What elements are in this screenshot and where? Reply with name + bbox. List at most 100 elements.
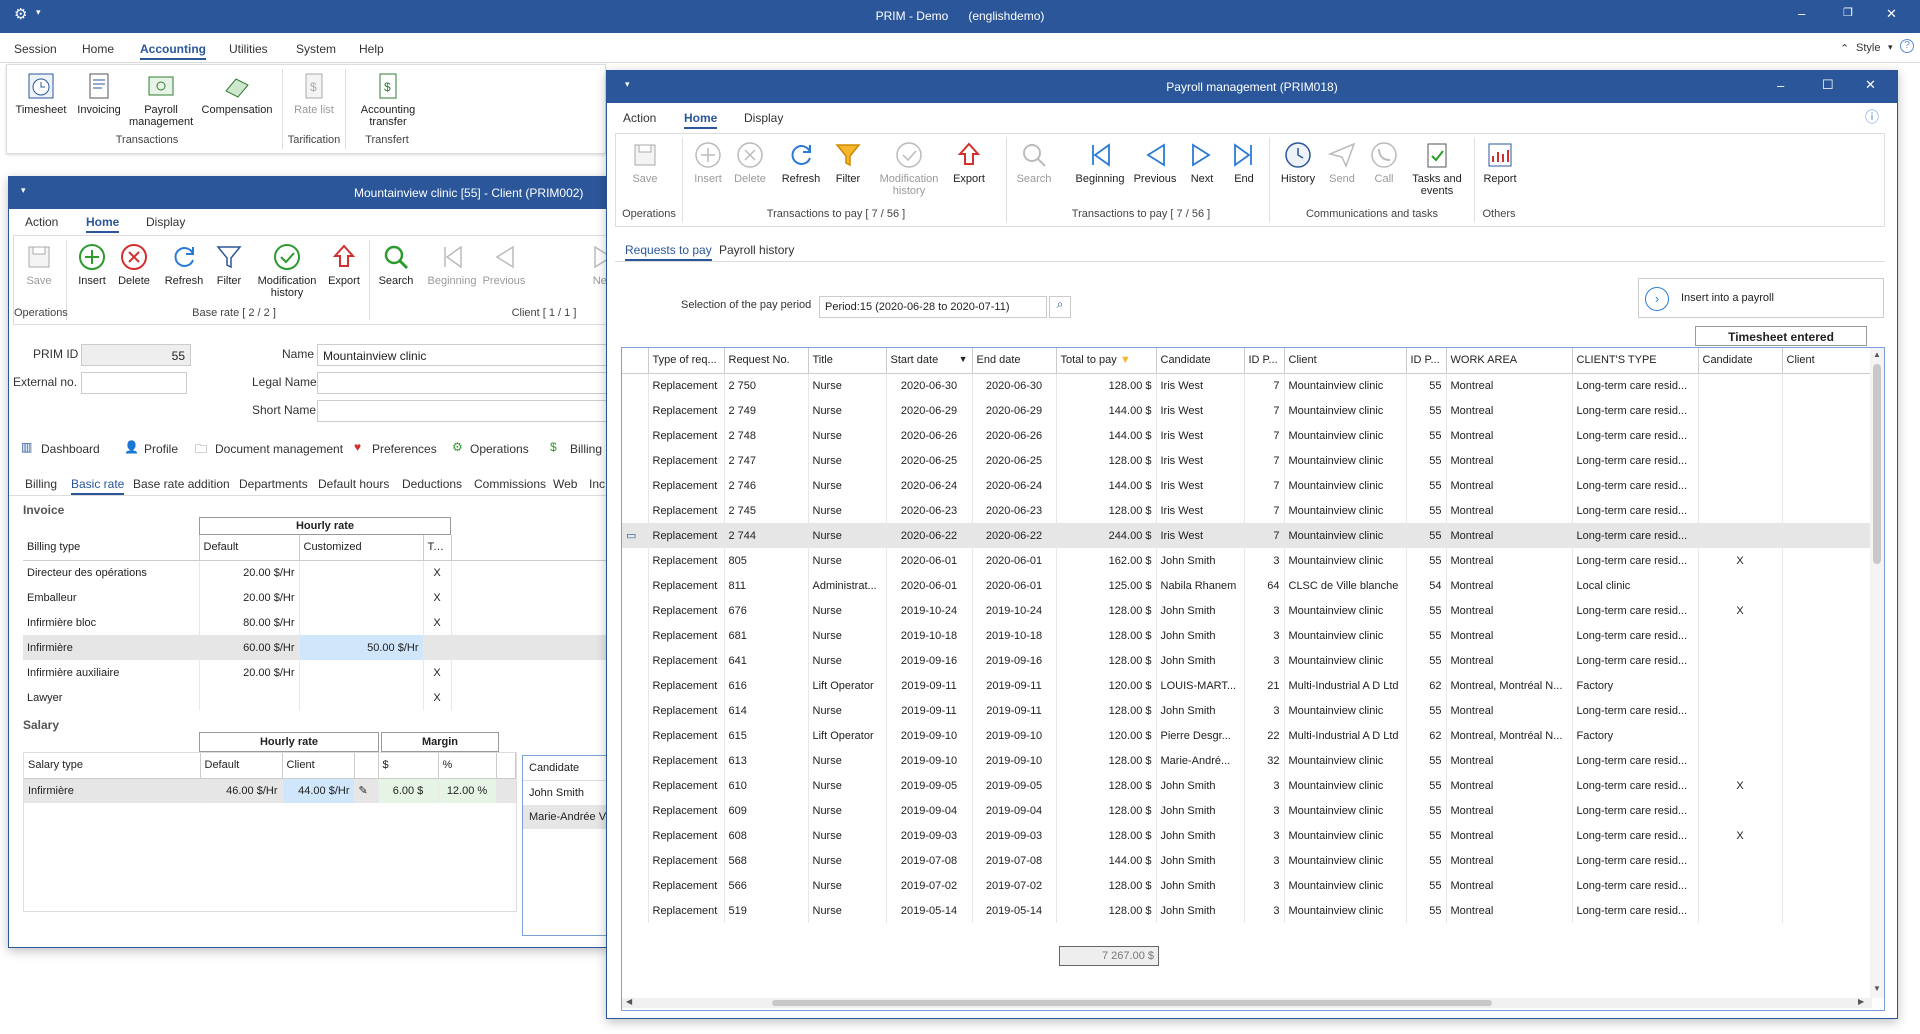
pencil-icon[interactable]: ✎ [354, 778, 379, 803]
menu-system[interactable]: System [296, 42, 337, 56]
table-row[interactable]: Replacement 608 Nurse 2019-09-03 2019-09-03 1… [622, 823, 1872, 848]
quick-access-icon[interactable]: ▾ [36, 7, 41, 17]
external-no-field[interactable] [81, 372, 187, 394]
legal-name-field[interactable] [317, 372, 607, 394]
scroll-thumb[interactable] [1873, 364, 1881, 564]
modification-history-button[interactable]: Modification history [874, 140, 944, 197]
table-row[interactable]: Replacement 615 Lift Operator 2019-09-10 201… [622, 723, 1872, 748]
col-id-client[interactable]: ID P... [1406, 348, 1447, 374]
table-row[interactable]: Replacement 519 Nurse 2019-05-14 2019-05-14 1… [622, 898, 1872, 923]
col-start-date[interactable]: Start date ▼ [886, 348, 973, 374]
col-client[interactable]: Client [1284, 348, 1407, 374]
menu-utilities[interactable]: Utilities [229, 42, 268, 56]
gear-icon[interactable]: ⚙ [14, 6, 28, 23]
subtab-web[interactable]: Web [553, 477, 578, 491]
table-row[interactable]: Replacement 566 Nurse 2019-07-02 2019-07-02 1… [622, 873, 1872, 898]
tasks-and-events-button[interactable]: Tasks and events [1406, 140, 1468, 197]
table-row[interactable]: Replacement 609 Nurse 2019-09-04 2019-09-04 1… [622, 798, 1872, 823]
candidate-item[interactable]: Marie-Andrée Ve [523, 805, 608, 829]
menu-help[interactable]: Help [359, 42, 384, 56]
table-row[interactable]: Replacement 616 Lift Operator 2019-09-11 201… [622, 673, 1872, 698]
modification-history-button[interactable]: Modification history [252, 242, 322, 299]
menu-home[interactable]: Home [82, 42, 115, 56]
insert-into-payroll-button[interactable]: › Insert into a payroll [1638, 278, 1884, 318]
filter-button[interactable]: Filter [209, 242, 249, 287]
tab-home[interactable]: Home [86, 215, 120, 233]
menu-session[interactable]: Session [14, 42, 57, 56]
subtab-deductions[interactable]: Deductions [402, 477, 463, 491]
col-clients-type[interactable]: CLIENT'S TYPE [1572, 348, 1699, 374]
subtab-commissions[interactable]: Commissions [474, 477, 547, 491]
nav-operations[interactable]: Operations [470, 442, 529, 456]
table-row[interactable]: Replacement 811 Administrat... 2020-06-01 20… [622, 573, 1872, 598]
nav-billing[interactable]: Billing [570, 442, 603, 456]
previous-button[interactable]: Previous [480, 242, 528, 287]
table-row[interactable]: Infirmière 60.00 $/Hr 50.00 $/Hr [23, 635, 609, 660]
help-icon[interactable]: ⓘ [1865, 109, 1879, 125]
table-row[interactable]: Replacement 614 Nurse 2019-09-11 2019-09-11 1… [622, 698, 1872, 723]
nav-document-management[interactable]: Document management [215, 442, 344, 456]
tab-display[interactable]: Display [146, 215, 186, 229]
table-row[interactable]: ▭ Replacement 2 744 Nurse 2020-06-22 2020-06-… [622, 523, 1872, 548]
style-chevron-icon[interactable]: ▾ [1888, 42, 1893, 52]
end-button[interactable]: End [1224, 140, 1264, 185]
table-row[interactable]: Replacement 805 Nurse 2020-06-01 2020-06-01 1… [622, 548, 1872, 573]
beginning-button[interactable]: Beginning [424, 242, 480, 287]
col-request-no[interactable]: Request No. [724, 348, 809, 374]
name-field[interactable]: Mountainview clinic [317, 344, 607, 366]
table-row[interactable]: Replacement 568 Nurse 2019-07-08 2019-07-08 1… [622, 848, 1872, 873]
subtab-basic-rate[interactable]: Basic rate [71, 477, 125, 495]
filter-button[interactable]: Filter [828, 140, 868, 185]
menu-accounting[interactable]: Accounting [140, 42, 206, 60]
col-end-date[interactable]: End date [972, 348, 1057, 374]
minimize-icon[interactable]: – [1798, 6, 1806, 21]
col-salary-type[interactable]: Salary type [24, 753, 201, 779]
subtab-default-hours[interactable]: Default hours [318, 477, 390, 491]
nav-preferences[interactable]: Preferences [372, 442, 437, 456]
insert-button[interactable]: Insert [688, 140, 728, 185]
refresh-button[interactable]: Refresh [776, 140, 826, 185]
col-margin-dollar[interactable]: $ [378, 753, 439, 779]
accounting-transfer-button[interactable]: $ Accounting transfer [353, 71, 423, 128]
send-button[interactable]: Send [1322, 140, 1362, 185]
beginning-button[interactable]: Beginning [1070, 140, 1130, 185]
close-icon[interactable]: ✕ [1865, 77, 1876, 92]
scroll-right-icon[interactable]: ▶ [1858, 997, 1865, 1006]
col-salary-default[interactable]: Default [200, 753, 283, 779]
search-button[interactable]: Search [374, 242, 418, 287]
insert-button[interactable]: Insert [72, 242, 112, 287]
table-row[interactable]: Replacement 610 Nurse 2019-09-05 2019-09-05 1… [622, 773, 1872, 798]
scroll-up-icon[interactable]: ▲ [1873, 350, 1881, 359]
help-icon[interactable]: ? [1900, 39, 1914, 53]
table-row[interactable]: Lawyer X [23, 685, 609, 710]
refresh-button[interactable]: Refresh [159, 242, 209, 287]
save-button[interactable]: Save [626, 140, 664, 185]
maximize-icon[interactable]: ☐ [1822, 77, 1834, 92]
history-button[interactable]: History [1276, 140, 1320, 185]
table-row[interactable]: Replacement 681 Nurse 2019-10-18 2019-10-18 1… [622, 623, 1872, 648]
col-title[interactable]: Title [808, 348, 887, 374]
delete-button[interactable]: Delete [730, 140, 770, 185]
minimize-icon[interactable]: – [1777, 78, 1785, 93]
rate-list-button[interactable]: $ Rate list [290, 71, 338, 116]
tab-display[interactable]: Display [744, 111, 784, 125]
table-row[interactable]: Replacement 2 750 Nurse 2020-06-30 2020-06-3… [622, 373, 1872, 398]
compensation-button[interactable]: Compensation [197, 71, 277, 116]
table-row[interactable]: Replacement 676 Nurse 2019-10-24 2019-10-24 1… [622, 598, 1872, 623]
scroll-left-icon[interactable]: ◀ [626, 997, 633, 1006]
nav-profile[interactable]: Profile [144, 442, 179, 456]
close-icon[interactable]: ✕ [1886, 6, 1897, 21]
subtab-base-rate-addition[interactable]: Base rate addition [133, 477, 230, 491]
style-menu[interactable]: Style [1856, 42, 1881, 54]
col-margin-percent[interactable]: % [438, 753, 497, 779]
export-button[interactable]: Export [949, 140, 989, 185]
restore-icon[interactable]: ❐ [1843, 7, 1853, 19]
export-button[interactable]: Export [324, 242, 364, 287]
col-total-to-pay[interactable]: Total to pay ▼ [1056, 348, 1157, 374]
next-button[interactable]: Next [1182, 140, 1222, 185]
payroll-management-button[interactable]: Payroll management [129, 71, 193, 128]
window-menu-icon[interactable]: ▾ [625, 79, 630, 89]
subtab-payroll-history[interactable]: Payroll history [719, 243, 795, 257]
table-row[interactable]: Infirmière 46.00 $/Hr 44.00 $/Hr ✎ 6.00 … [24, 778, 516, 803]
table-row[interactable]: Directeur des opérations 20.00 $/Hr X [23, 560, 609, 585]
